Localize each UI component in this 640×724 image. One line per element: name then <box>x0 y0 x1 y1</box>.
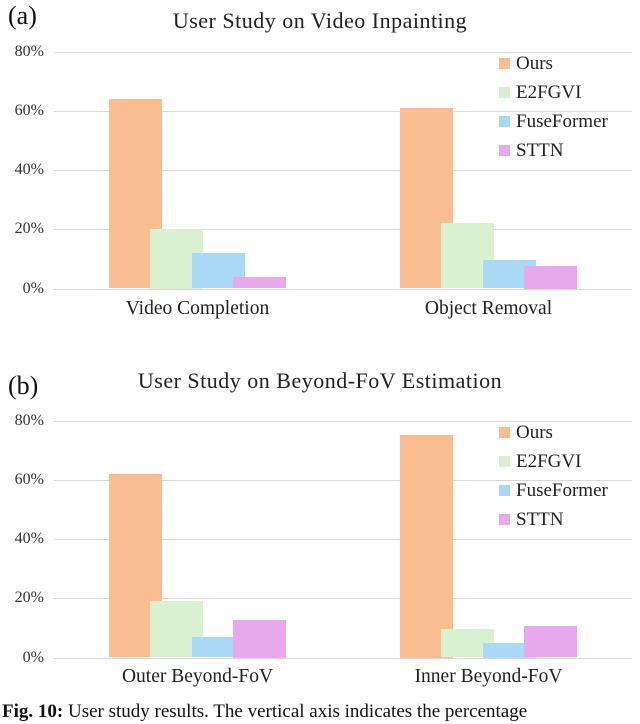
legend-swatch-icon <box>499 116 510 127</box>
gridline <box>54 657 632 659</box>
y-axis-tick-label: 60% <box>14 470 44 488</box>
legend-item-fuseformer: FuseFormer <box>499 476 608 505</box>
y-axis-tick-label: 0% <box>22 279 44 297</box>
gridline <box>54 539 632 540</box>
gridline <box>54 420 632 422</box>
x-category-label: Object Removal <box>424 298 553 319</box>
caption-label: Fig. 10: <box>2 701 64 722</box>
legend-label: STTN <box>516 140 564 161</box>
bar-fuseformer-1 <box>191 636 245 658</box>
y-axis-tick-label: 60% <box>14 102 44 120</box>
bar-fuseformer-2 <box>482 642 536 658</box>
legend-swatch-icon <box>499 485 510 496</box>
caption-text: User study results. The vertical axis in… <box>63 701 528 722</box>
legend-label: Ours <box>516 53 553 74</box>
legend-label: Ours <box>516 422 553 443</box>
legend: Ours E2FGVI FuseFormer STTN <box>499 49 608 165</box>
legend-swatch-icon <box>499 514 510 525</box>
y-axis-tick-label: 0% <box>22 648 44 666</box>
legend-item-e2fgvi: E2FGVI <box>499 78 608 107</box>
y-axis-tick-label: 40% <box>14 161 44 179</box>
bar-sttn-2 <box>524 626 577 658</box>
panel-label: (b) <box>8 371 39 400</box>
legend-item-e2fgvi: E2FGVI <box>499 447 608 476</box>
legend-swatch-icon <box>499 145 510 156</box>
bar-sttn-1 <box>233 620 286 658</box>
legend-label: E2FGVI <box>516 82 582 103</box>
y-axis-tick-label: 20% <box>14 589 44 607</box>
legend-swatch-icon <box>499 427 510 438</box>
chart-title: User Study on Beyond-FoV Estimation <box>137 368 503 393</box>
gridline <box>54 111 632 113</box>
x-category-label: Inner Beyond-FoV <box>414 666 563 687</box>
legend-label: STTN <box>516 509 564 530</box>
y-axis-tick-label: 20% <box>14 220 44 238</box>
chart-panel-b: (b) User Study on Beyond-FoV Estimation 0%… <box>0 362 640 700</box>
bar-sttn-1 <box>233 276 286 289</box>
gridline <box>54 288 632 290</box>
legend-label: FuseFormer <box>516 480 608 501</box>
legend-swatch-icon <box>499 456 510 467</box>
x-category-label: Outer Beyond-FoV <box>121 666 274 687</box>
gridline <box>54 229 632 231</box>
panel-label: (a) <box>8 1 37 30</box>
legend-item-ours: Ours <box>499 49 608 78</box>
gridline <box>54 52 632 53</box>
legend-item-ours: Ours <box>499 418 608 447</box>
chart-title: User Study on Video Inpainting <box>172 8 468 33</box>
legend-item-sttn: STTN <box>499 505 608 534</box>
figure-caption: Fig. 10: User study results. The vertica… <box>2 700 640 724</box>
bar-ours-2 <box>400 435 453 658</box>
legend-swatch-icon <box>499 87 510 98</box>
legend-label: E2FGVI <box>516 451 582 472</box>
legend-item-sttn: STTN <box>499 136 608 165</box>
bar-sttn-2 <box>524 266 577 289</box>
y-axis-tick-label: 80% <box>14 411 44 429</box>
gridline <box>54 479 632 481</box>
gridline <box>54 598 632 600</box>
y-axis-tick-label: 80% <box>14 43 44 60</box>
legend-label: FuseFormer <box>516 111 608 132</box>
legend-item-fuseformer: FuseFormer <box>499 107 608 136</box>
x-category-label: Video Completion <box>125 298 270 319</box>
legend: Ours E2FGVI FuseFormer STTN <box>499 418 608 534</box>
gridline <box>54 170 632 172</box>
chart-panel-a: (a) User Study on Video Inpainting 0% 20% 40… <box>0 0 640 350</box>
legend-swatch-icon <box>499 58 510 69</box>
y-axis-tick-label: 40% <box>14 530 44 547</box>
